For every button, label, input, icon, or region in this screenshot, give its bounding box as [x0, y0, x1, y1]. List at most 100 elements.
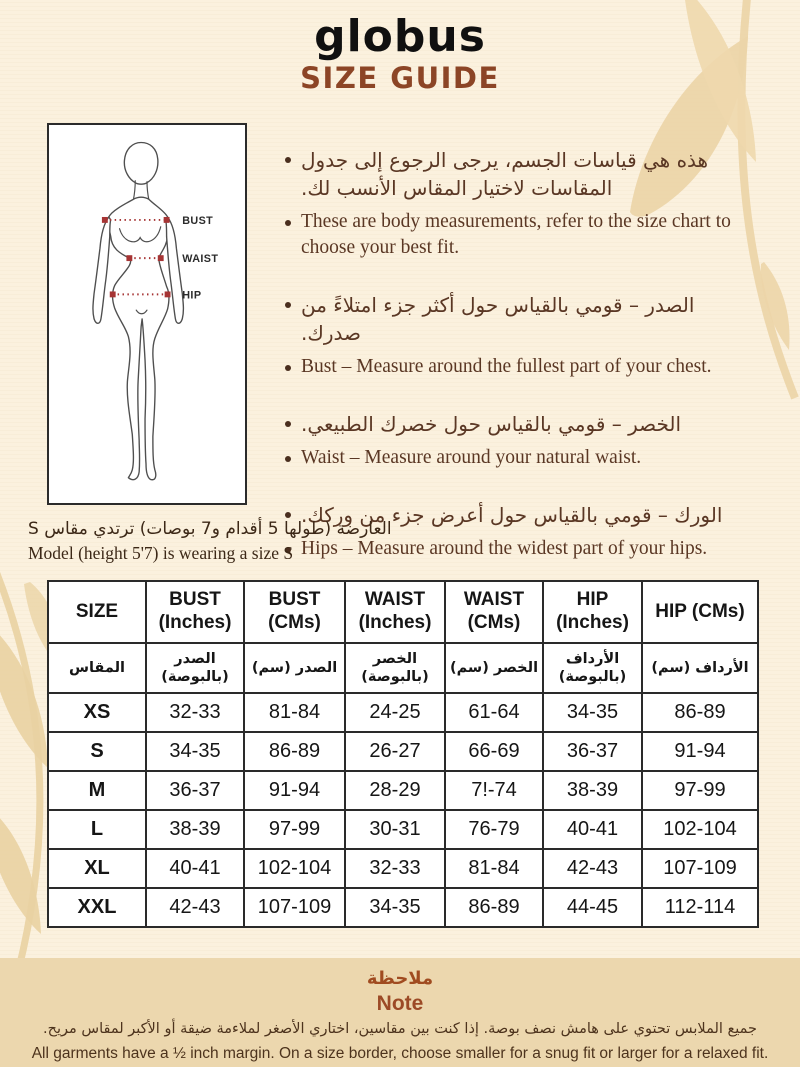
instruction-group-bust: الصدر – قومي بالقياس حول أكثر جزء امتلاء… [285, 291, 777, 380]
instruction-english: Hips – Measure around the widest part of… [301, 538, 708, 559]
bullet-icon [285, 456, 291, 462]
croquis-figure-svg: BUST WAIST HIP [92, 141, 218, 481]
col-header-bust-inches-ar: الصدر (بالبوصة) [145, 642, 245, 694]
measurement-instructions: هذه هي قياسات الجسم، يرجى الرجوع إلى جدو… [285, 146, 777, 586]
col-header-waist-cms: WAIST (CMs) [444, 580, 544, 644]
col-header-waist-cms-ar: الخصر (سم) [444, 642, 544, 694]
body-measurement-diagram: BUST WAIST HIP [47, 123, 247, 505]
col-header-hip-cms: HIP (CMs) [641, 580, 759, 644]
col-header-size: SIZE [47, 580, 147, 644]
value-cell: 38-39 [145, 809, 245, 850]
instruction-english: These are body measurements, refer to th… [301, 211, 731, 258]
value-cell: 42-43 [145, 887, 245, 928]
size-cell: L [47, 809, 147, 850]
table-row-s: S 34-35 86-89 26-27 66-69 36-37 91-94 [47, 731, 759, 772]
bullet-icon [285, 421, 291, 427]
value-cell: 91-94 [641, 731, 759, 772]
instruction-item: الخصر – قومي بالقياس حول خصرك الطبيعي. [285, 410, 777, 438]
page-title: SIZE GUIDE [300, 61, 500, 96]
note-body-arabic: جميع الملابس تحتوي على هامش نصف بوصة. إذ… [43, 1021, 757, 1037]
figure-left-arm [92, 216, 112, 324]
instruction-english: Waist – Measure around your natural wais… [301, 447, 642, 468]
instruction-arabic: الورك – قومي بالقياس حول أعرض جزء من ورك… [301, 503, 723, 527]
bullet-icon [285, 302, 291, 308]
table-row-xs: XS 32-33 81-84 24-25 61-64 34-35 86-89 [47, 692, 759, 733]
col-header-hip-inches: HIP (Inches) [542, 580, 643, 644]
size-cell: XXL [47, 887, 147, 928]
size-chart-table: SIZE BUST (Inches) BUST (CMs) WAIST (Inc… [47, 580, 759, 928]
table-row-xxl: XXL 42-43 107-109 34-35 86-89 44-45 112-… [47, 887, 759, 928]
value-cell: 66-69 [444, 731, 544, 772]
value-cell: 102-104 [243, 848, 346, 889]
table-row-m: M 36-37 91-94 28-29 7!-74 38-39 97-99 [47, 770, 759, 811]
col-header-waist-inches: WAIST (Inches) [344, 580, 446, 644]
instruction-english: Bust – Measure around the fullest part o… [301, 356, 712, 377]
size-cell: XS [47, 692, 147, 733]
value-cell: 32-33 [344, 848, 446, 889]
value-cell: 81-84 [243, 692, 346, 733]
bullet-icon [285, 512, 291, 518]
value-cell: 24-25 [344, 692, 446, 733]
value-cell: 81-84 [444, 848, 544, 889]
note-body-english: All garments have a ½ inch margin. On a … [31, 1045, 769, 1062]
figure-body [108, 196, 170, 481]
col-header-bust-cms-ar: الصدر (سم) [243, 642, 346, 694]
value-cell: 44-45 [542, 887, 643, 928]
value-cell: 42-43 [542, 848, 643, 889]
value-cell: 107-109 [641, 848, 759, 889]
instruction-arabic: هذه هي قياسات الجسم، يرجى الرجوع إلى جدو… [301, 148, 709, 200]
value-cell: 97-99 [641, 770, 759, 811]
value-cell: 86-89 [444, 887, 544, 928]
note-footer: ملاحظة Note جميع الملابس تحتوي على هامش … [0, 958, 800, 1067]
instruction-item: Waist – Measure around your natural wais… [285, 445, 777, 471]
note-heading-english: Note [376, 992, 424, 1015]
table-row-l: L 38-39 97-99 30-31 76-79 40-41 102-104 [47, 809, 759, 850]
value-cell: 40-41 [542, 809, 643, 850]
col-header-bust-cms: BUST (CMs) [243, 580, 346, 644]
value-cell: 28-29 [344, 770, 446, 811]
value-cell: 36-37 [145, 770, 245, 811]
value-cell: 34-35 [145, 731, 245, 772]
value-cell: 36-37 [542, 731, 643, 772]
instruction-group-waist: الخصر – قومي بالقياس حول خصرك الطبيعي. W… [285, 410, 777, 471]
size-cell: S [47, 731, 147, 772]
value-cell: 30-31 [344, 809, 446, 850]
col-header-hip-inches-ar: الأرداف (بالبوصة) [542, 642, 643, 694]
value-cell: 97-99 [243, 809, 346, 850]
figure-right-arm [164, 216, 185, 324]
size-cell: XL [47, 848, 147, 889]
value-cell: 107-109 [243, 887, 346, 928]
bullet-icon [285, 547, 291, 553]
size-cell: M [47, 770, 147, 811]
bullet-icon [285, 157, 291, 163]
value-cell: 26-27 [344, 731, 446, 772]
value-cell: 102-104 [641, 809, 759, 850]
instruction-item: Bust – Measure around the fullest part o… [285, 354, 777, 380]
value-cell: 34-35 [344, 887, 446, 928]
value-cell: 40-41 [145, 848, 245, 889]
page-header: globus SIZE GUIDE [0, 11, 800, 96]
instruction-item: Hips – Measure around the widest part of… [285, 536, 777, 562]
instruction-group-general: هذه هي قياسات الجسم، يرجى الرجوع إلى جدو… [285, 146, 777, 261]
model-note-arabic: العارضة (طولها 5 أقدام و7 بوصات) ترتدي م… [28, 519, 392, 539]
instruction-item: الورك – قومي بالقياس حول أعرض جزء من ورك… [285, 501, 777, 529]
value-cell: 112-114 [641, 887, 759, 928]
col-header-bust-inches: BUST (Inches) [145, 580, 245, 644]
table-header-row-arabic: المقاس الصدر (بالبوصة) الصدر (سم) الخصر … [47, 642, 759, 694]
col-header-waist-inches-ar: الخصر (بالبوصة) [344, 642, 446, 694]
instruction-arabic: الصدر – قومي بالقياس حول أكثر جزء امتلاء… [301, 293, 695, 345]
instruction-item: These are body measurements, refer to th… [285, 209, 777, 261]
brand-logo: globus [314, 11, 486, 62]
table-row-xl: XL 40-41 102-104 32-33 81-84 42-43 107-1… [47, 848, 759, 889]
note-heading-arabic: ملاحظة [366, 968, 434, 989]
col-header-size-ar: المقاس [47, 642, 147, 694]
instruction-item: الصدر – قومي بالقياس حول أكثر جزء امتلاء… [285, 291, 777, 347]
value-cell: 76-79 [444, 809, 544, 850]
value-cell: 7!-74 [444, 770, 544, 811]
instruction-arabic: الخصر – قومي بالقياس حول خصرك الطبيعي. [301, 412, 682, 436]
value-cell: 61-64 [444, 692, 544, 733]
value-cell: 32-33 [145, 692, 245, 733]
instruction-item: هذه هي قياسات الجسم، يرجى الرجوع إلى جدو… [285, 146, 777, 202]
value-cell: 86-89 [243, 731, 346, 772]
model-note-english: Model (height 5'7) is wearing a size S [28, 543, 294, 563]
